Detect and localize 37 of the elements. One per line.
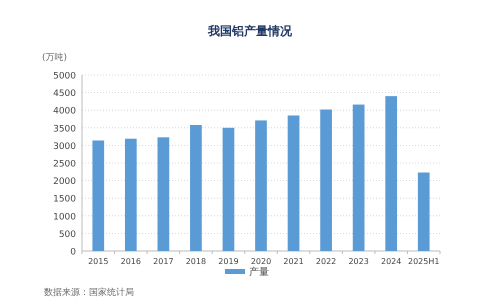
y-tick-label: 1500 (53, 194, 76, 205)
y-tick-label: 1000 (53, 212, 76, 222)
bar (385, 96, 398, 251)
x-tick-label: 2022 (316, 257, 336, 266)
y-tick-label: 2000 (53, 177, 76, 188)
x-tick-label: 2016 (120, 257, 141, 266)
y-tick-label: 0 (70, 248, 76, 258)
y-tick-label: 4000 (53, 106, 76, 117)
bar (255, 120, 267, 251)
x-tick-label: 2021 (283, 257, 304, 266)
bar (352, 104, 364, 251)
bar (124, 138, 137, 251)
legend-label: 产量 (249, 266, 269, 278)
bar (320, 109, 332, 251)
x-tick-label: 2015 (88, 257, 108, 266)
x-tick-label: 2017 (153, 257, 174, 266)
y-tick-label: 500 (58, 230, 76, 240)
x-tick-label: 2020 (250, 257, 272, 266)
y-tick-label: 4500 (53, 89, 76, 100)
y-tick-label: 5000 (53, 72, 76, 82)
x-tick-label: 2023 (348, 257, 369, 266)
bar (288, 115, 300, 251)
chart-title: 我国铝产量情况 (207, 24, 293, 38)
x-tick-label: 2019 (218, 257, 239, 266)
x-tick-label: 2025H1 (408, 257, 440, 266)
bar (418, 172, 430, 251)
source-note: 数据来源：国家统计局 (44, 287, 134, 298)
y-tick-label: 2500 (53, 160, 76, 170)
bar (222, 128, 234, 251)
y-tick-label: 3500 (53, 124, 76, 134)
x-tick-label: 2018 (186, 257, 206, 266)
y-axis-title: (万吨) (42, 52, 68, 63)
x-tick-label: 2024 (381, 257, 402, 266)
y-tick-label: 3000 (53, 142, 76, 152)
bar (158, 137, 170, 251)
bar (92, 140, 104, 251)
bar (190, 124, 202, 251)
